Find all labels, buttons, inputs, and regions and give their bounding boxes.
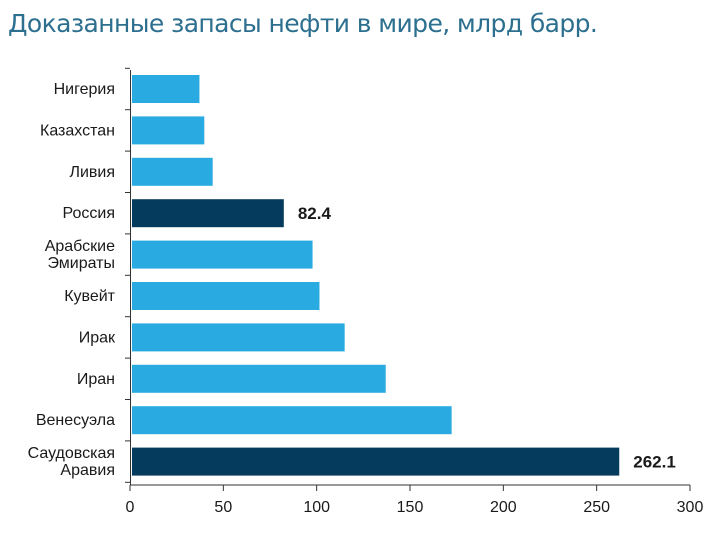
category-label: Казахстан [40, 122, 115, 139]
x-tick-label: 300 [677, 499, 704, 516]
category-label: Кувейт [64, 288, 115, 305]
x-tick-label: 50 [214, 499, 232, 516]
category-label: Ирак [79, 329, 116, 346]
category-label: Арабские Эмираты [45, 238, 115, 272]
chart-title: Доказанные запасы нефти в мире, млрд бар… [8, 9, 598, 38]
category-label: Нигерия [54, 81, 115, 98]
bars-layer [132, 75, 620, 476]
bar [132, 447, 620, 476]
bar [132, 116, 205, 145]
x-tick-label: 200 [490, 499, 517, 516]
data-labels: 82.4 262.1 [298, 204, 676, 471]
category-label: Ливия [69, 164, 115, 181]
x-tick-label: 0 [126, 499, 135, 516]
bar [132, 75, 200, 103]
x-tick-label: 250 [583, 499, 610, 516]
bar [132, 157, 213, 186]
bar [132, 364, 386, 393]
bar [132, 323, 345, 352]
x-tick-label: 100 [303, 499, 330, 516]
x-axis: 0 50 100 150 200 250 300 [125, 67, 704, 516]
category-label: Иран [77, 371, 115, 388]
data-label: 82.4 [298, 204, 332, 223]
category-label: Саудовская Аравия [28, 445, 115, 479]
bar [132, 282, 320, 310]
bar [132, 240, 313, 269]
bar [132, 199, 284, 228]
x-tick-label: 150 [397, 499, 424, 516]
category-label: Венесуэла [36, 412, 115, 429]
data-label: 262.1 [633, 453, 676, 472]
category-labels: Нигерия Казахстан Ливия Россия Арабские Эмира… [28, 81, 116, 479]
bar [132, 406, 452, 435]
category-label: Россия [63, 205, 115, 222]
